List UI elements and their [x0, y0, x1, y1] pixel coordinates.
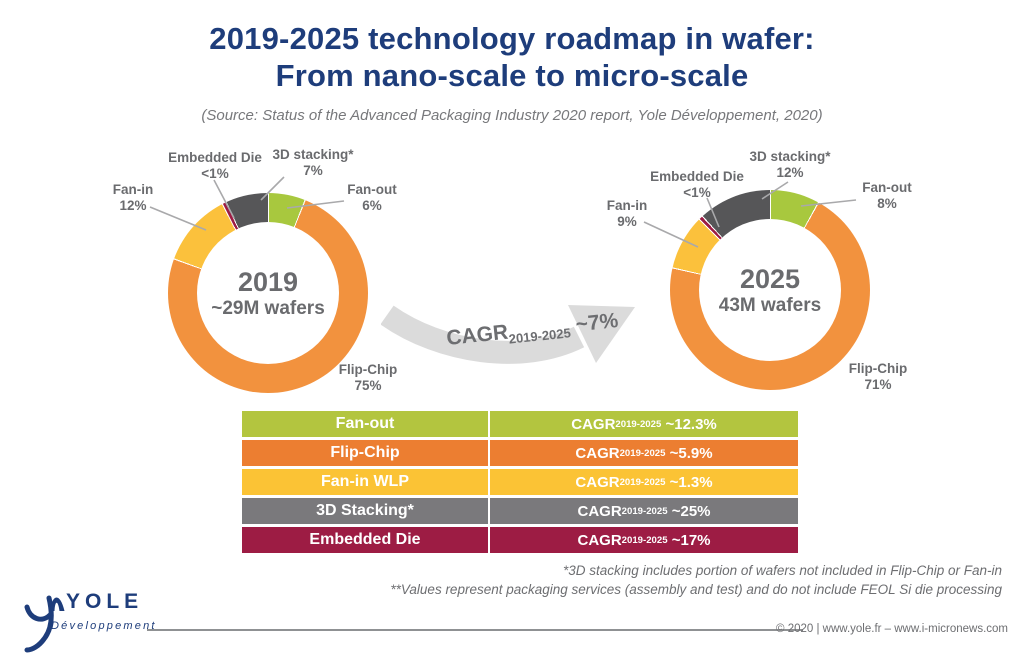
label-flip-chip-2019: Flip-Chip 75%	[338, 362, 398, 393]
page-title-line1: 2019-2025 technology roadmap in wafer:	[209, 21, 815, 56]
label-flip-chip-2025: Flip-Chip 71%	[848, 361, 908, 392]
table-row: Embedded Die CAGR 2019-2025 ~17%	[242, 527, 798, 553]
row-label: Fan-out	[242, 411, 490, 437]
table-row: 3D Stacking* CAGR 2019-2025 ~25%	[242, 498, 798, 524]
row-label: Embedded Die	[242, 527, 490, 553]
table-row: Fan-in WLP CAGR 2019-2025 ~1.3%	[242, 469, 798, 495]
footnote-1: *3D stacking includes portion of wafers …	[563, 563, 1002, 578]
label-fan-out-2019: Fan-out 6%	[347, 182, 397, 213]
source-line: (Source: Status of the Advanced Packagin…	[201, 107, 823, 124]
yole-y-icon	[24, 595, 54, 653]
row-label: Fan-in WLP	[242, 469, 490, 495]
footnotes: *3D stacking includes portion of wafers …	[242, 561, 1002, 599]
row-label: 3D Stacking*	[242, 498, 490, 524]
footnote-2: **Values represent packaging services (a…	[390, 582, 1002, 597]
row-cagr: CAGR 2019-2025 ~5.9%	[575, 444, 713, 462]
label-3d-stacking-2025: 3D stacking* 12%	[749, 149, 831, 180]
label-embedded-die-2019: Embedded Die <1%	[168, 150, 262, 181]
label-fan-out-2025: Fan-out 8%	[862, 180, 912, 211]
donut-chart-2019: 2019 ~29M wafers	[168, 193, 368, 393]
copyright: © 2020 | www.yole.fr – www.i-micronews.c…	[776, 623, 1008, 635]
donut-2019-year: 2019	[237, 266, 299, 297]
label-embedded-die-2025: Embedded Die <1%	[650, 169, 744, 200]
page-title: 2019-2025 technology roadmap in wafer: F…	[0, 20, 1024, 94]
row-label: Flip-Chip	[242, 440, 490, 466]
donut-2025-center: 2025 43M wafers	[699, 219, 841, 361]
yole-logo: YOLE Développement	[24, 583, 194, 657]
row-cagr: CAGR 2019-2025 ~25%	[577, 502, 711, 520]
donut-2025-year: 2025	[739, 263, 801, 294]
row-cagr: CAGR 2019-2025 ~17%	[577, 531, 711, 549]
label-fan-in-2019: Fan-in 12%	[112, 182, 154, 213]
growth-arrow-icon	[381, 305, 635, 364]
footer-divider	[147, 629, 803, 631]
donut-chart-2025: 2025 43M wafers	[670, 190, 870, 390]
label-3d-stacking-2019: 3D stacking* 7%	[272, 147, 354, 178]
donut-2019-volume: ~29M wafers	[211, 297, 325, 319]
cagr-table: Fan-out CAGR 2019-2025 ~12.3% Flip-Chip C…	[242, 411, 798, 556]
table-row: Fan-out CAGR 2019-2025 ~12.3%	[242, 411, 798, 437]
donut-2025-volume: 43M wafers	[718, 294, 822, 316]
brand-subtitle: Développement	[51, 620, 157, 632]
brand-name: YOLE	[66, 590, 144, 613]
table-row: Flip-Chip CAGR 2019-2025 ~5.9%	[242, 440, 798, 466]
page-title-line2: From nano-scale to micro-scale	[275, 58, 749, 93]
label-fan-in-2025: Fan-in 9%	[606, 198, 648, 229]
donut-2019-center: 2019 ~29M wafers	[197, 222, 339, 364]
yole-fin-icon	[50, 597, 65, 611]
row-cagr: CAGR 2019-2025 ~12.3%	[571, 415, 717, 433]
row-cagr: CAGR 2019-2025 ~1.3%	[575, 473, 713, 491]
